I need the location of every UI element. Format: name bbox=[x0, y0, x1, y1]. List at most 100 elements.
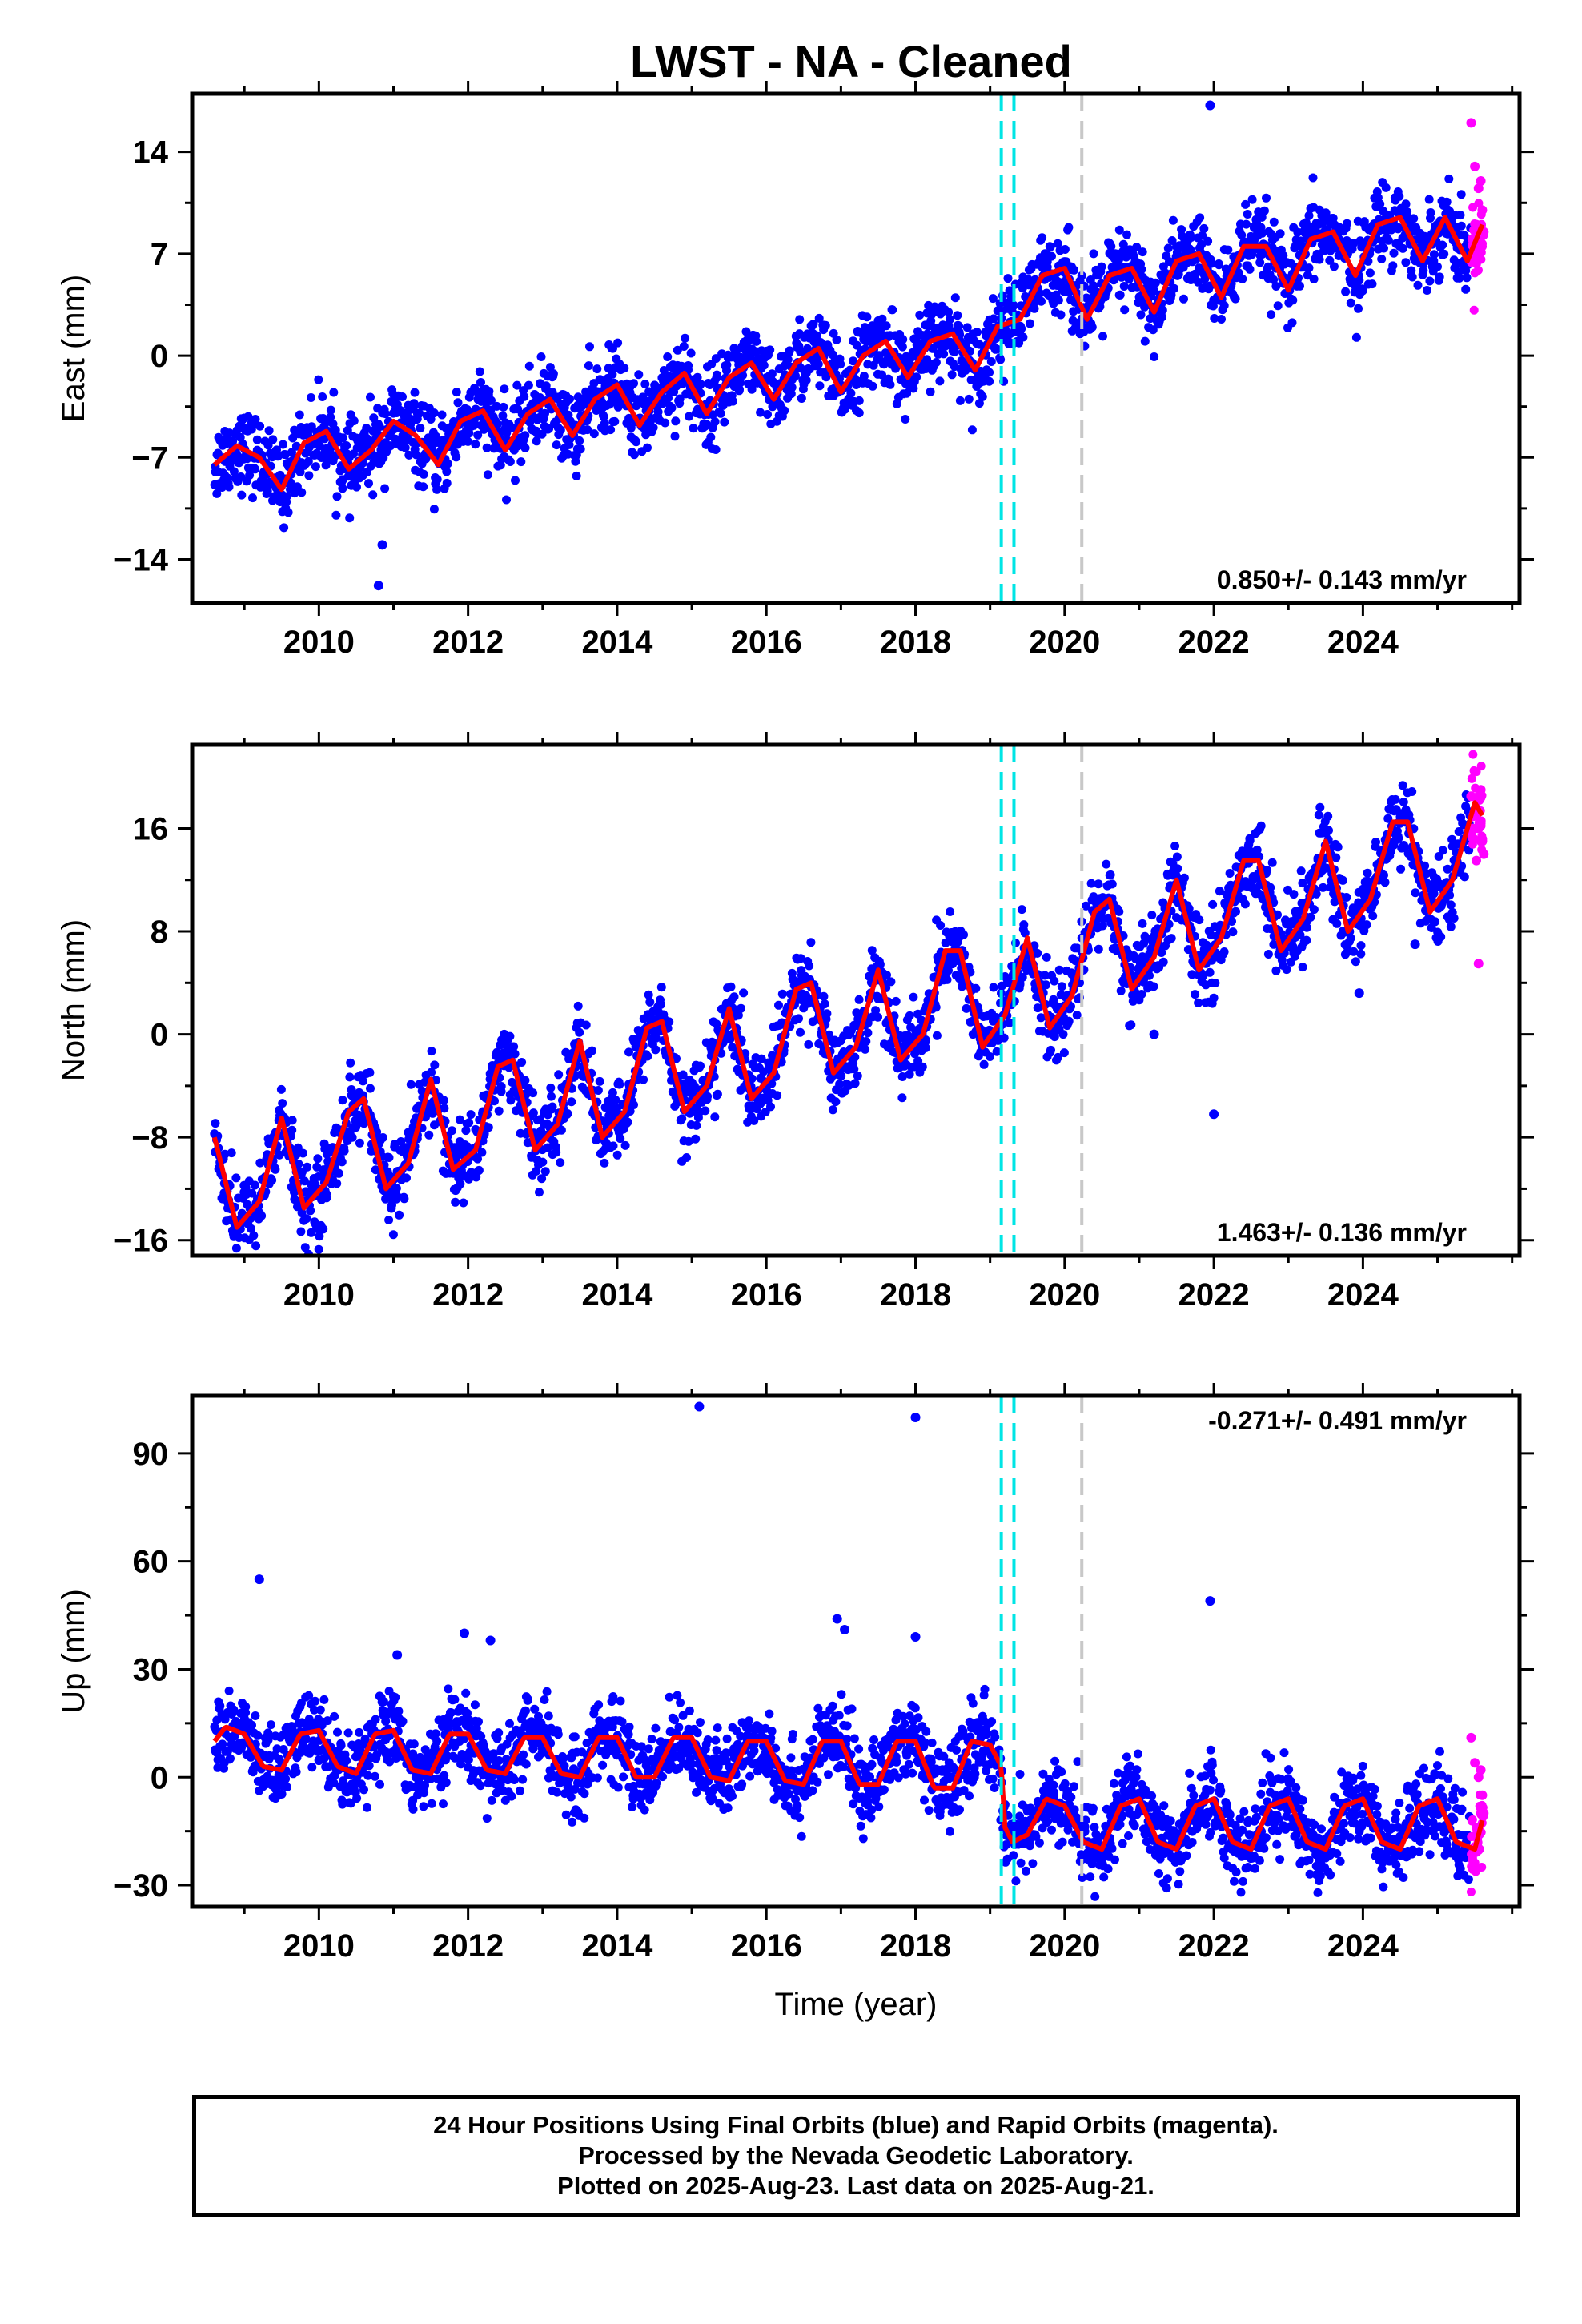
east-point bbox=[1223, 245, 1233, 255]
east-point bbox=[295, 468, 305, 476]
east-point bbox=[1140, 336, 1150, 346]
north-point bbox=[897, 1093, 907, 1103]
north-point bbox=[1380, 878, 1390, 887]
north-point bbox=[303, 1162, 312, 1172]
north-point bbox=[430, 1060, 440, 1070]
north-point bbox=[701, 1106, 710, 1116]
north-point bbox=[400, 1194, 409, 1204]
east-point bbox=[1259, 206, 1269, 215]
east-point bbox=[1247, 195, 1257, 204]
east-point bbox=[888, 305, 897, 315]
north-point bbox=[1333, 842, 1343, 852]
east-point bbox=[640, 380, 650, 389]
east-point bbox=[752, 336, 761, 346]
east-x-tick-label: 2024 bbox=[1327, 625, 1399, 660]
east-point bbox=[1435, 272, 1444, 282]
east-point bbox=[809, 320, 818, 328]
east-point bbox=[610, 416, 620, 426]
north-point bbox=[1391, 794, 1400, 804]
east-point bbox=[452, 388, 461, 397]
east-point bbox=[252, 435, 262, 444]
east-point bbox=[815, 381, 825, 391]
east-point bbox=[986, 357, 996, 366]
north-point bbox=[247, 1188, 257, 1198]
east-point bbox=[499, 402, 508, 412]
east-point bbox=[493, 420, 502, 428]
east-point bbox=[763, 410, 772, 419]
east-point bbox=[765, 345, 775, 355]
east-point bbox=[380, 484, 390, 493]
east-point bbox=[520, 431, 530, 440]
north-point bbox=[220, 1149, 230, 1159]
north-point bbox=[388, 1230, 398, 1240]
east-point bbox=[1413, 280, 1423, 290]
east-point bbox=[326, 412, 335, 422]
east-point bbox=[1456, 221, 1466, 231]
east-rapid-point bbox=[1466, 118, 1476, 128]
east-x-tick-label: 2012 bbox=[432, 625, 504, 660]
east-point bbox=[279, 440, 287, 449]
east-point bbox=[711, 354, 721, 364]
east-point bbox=[345, 513, 355, 523]
east-rapid-point bbox=[1477, 205, 1488, 215]
north-point bbox=[1356, 949, 1366, 959]
north-point bbox=[886, 977, 896, 987]
north-point bbox=[1314, 810, 1323, 820]
north-point bbox=[249, 1231, 259, 1240]
east-point bbox=[283, 508, 293, 517]
east-point bbox=[677, 380, 687, 388]
east-rapid-points bbox=[1466, 118, 1489, 315]
east-point bbox=[953, 311, 962, 320]
east-point bbox=[1389, 248, 1399, 258]
north-point bbox=[271, 1164, 280, 1174]
east-point bbox=[1367, 279, 1377, 289]
east-point bbox=[846, 388, 856, 398]
east-point bbox=[1025, 319, 1034, 328]
north-point bbox=[1019, 920, 1029, 930]
east-point bbox=[442, 478, 452, 488]
east-point bbox=[785, 346, 794, 356]
east-point bbox=[767, 369, 777, 379]
east-point bbox=[437, 410, 447, 420]
east-point bbox=[803, 344, 812, 353]
east-point bbox=[1231, 294, 1240, 304]
east-point bbox=[1064, 287, 1074, 297]
east-point bbox=[613, 338, 623, 348]
east-point bbox=[432, 485, 442, 494]
east-point bbox=[1351, 332, 1361, 342]
north-point bbox=[1072, 1011, 1082, 1020]
north-point bbox=[1399, 798, 1408, 806]
north-point bbox=[1302, 935, 1311, 945]
east-point bbox=[224, 482, 234, 492]
east-point bbox=[670, 432, 680, 441]
east-point bbox=[1462, 273, 1472, 283]
north-point bbox=[588, 1046, 596, 1055]
east-x-tick-label: 2020 bbox=[1029, 625, 1100, 660]
east-point bbox=[375, 422, 384, 432]
east-point bbox=[429, 408, 439, 418]
north-point bbox=[1106, 870, 1115, 879]
east-point bbox=[537, 429, 547, 439]
east-point bbox=[1070, 265, 1078, 275]
east-point bbox=[1195, 213, 1205, 223]
east-point bbox=[432, 475, 442, 485]
east-point bbox=[648, 423, 658, 432]
east-point bbox=[1017, 324, 1026, 333]
north-rapid-point bbox=[1466, 791, 1476, 802]
east-point bbox=[1279, 251, 1288, 260]
east-point bbox=[1098, 332, 1107, 341]
east-point bbox=[331, 510, 341, 520]
north-point bbox=[1114, 907, 1124, 916]
north-point bbox=[278, 1099, 287, 1108]
north-point bbox=[1225, 869, 1235, 878]
north-point bbox=[255, 1158, 265, 1168]
panel-east: 2010 2012 2014 2016 2018 2020 2022 2024−14−7071… bbox=[56, 81, 1534, 660]
east-frame bbox=[190, 91, 1522, 605]
east-point bbox=[1150, 278, 1160, 287]
north-point bbox=[322, 1193, 331, 1203]
east-point bbox=[415, 408, 424, 418]
east-point bbox=[686, 348, 696, 358]
north-point bbox=[921, 1043, 930, 1052]
east-point bbox=[263, 486, 272, 496]
north-point bbox=[535, 1188, 544, 1197]
